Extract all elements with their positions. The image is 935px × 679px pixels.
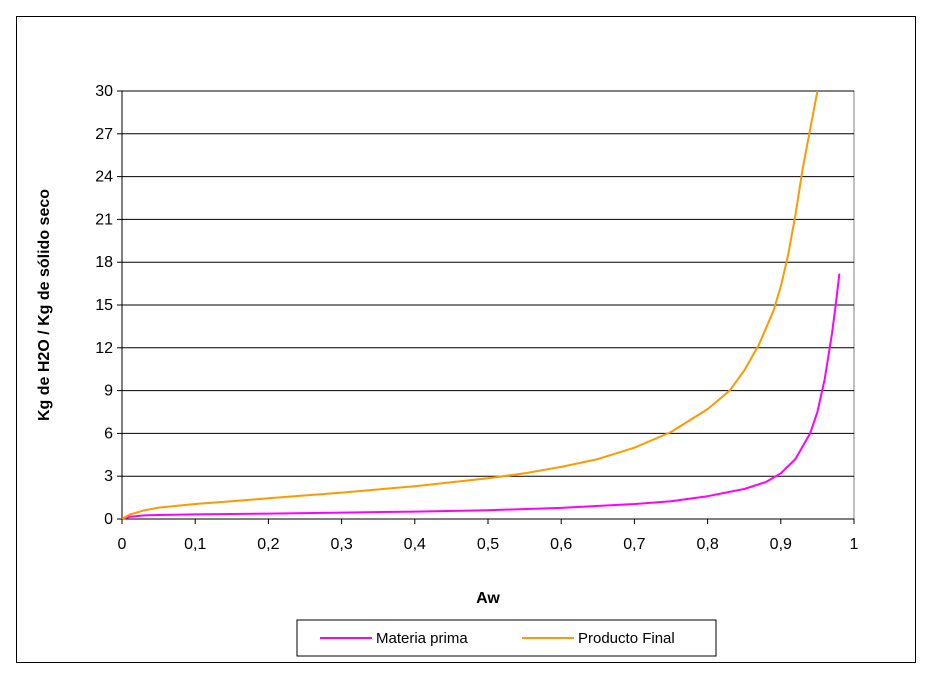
x-tick-label: 0,5 <box>477 536 499 553</box>
y-tick-label: 21 <box>95 211 113 228</box>
x-tick-label: 0,7 <box>623 536 645 553</box>
y-tick-label: 9 <box>104 383 113 400</box>
line-chart: 0 3 6 9 12 15 18 21 24 27 30 0 0,1 0,2 0,3 0,4 0,5 0,6 0,7… <box>36 83 859 657</box>
x-tick-label: 0 <box>118 536 127 553</box>
x-tick-label: 0,6 <box>550 536 572 553</box>
x-axis-title: Aw <box>476 590 500 607</box>
x-tick-label: 1 <box>850 536 859 553</box>
y-tick-label: 12 <box>95 340 113 357</box>
legend-label: Materia prima <box>376 630 468 647</box>
y-tick-label: 30 <box>95 83 113 100</box>
y-tick-label: 6 <box>104 425 113 442</box>
x-tick-label: 0,9 <box>770 536 792 553</box>
x-tick-label: 0,2 <box>257 536 279 553</box>
series-line-producto-final <box>121 90 819 520</box>
series-line-materia-prima <box>121 273 841 520</box>
legend-label: Producto Final <box>578 630 675 647</box>
chart-frame: 0 3 6 9 12 15 18 21 24 27 30 0 0,1 0,2 0,3 0,4 0,5 0,6 0,7… <box>16 16 916 663</box>
y-tick-label: 27 <box>95 126 113 143</box>
y-tick-label: 18 <box>95 254 113 271</box>
x-tick-label: 0,3 <box>330 536 352 553</box>
y-tick-label: 0 <box>104 511 113 528</box>
legend: Materia prima Producto Final <box>296 619 717 657</box>
y-tick-label: 24 <box>95 169 113 186</box>
y-tick-label: 3 <box>104 468 113 485</box>
x-tick-label: 0,4 <box>404 536 426 553</box>
x-tick-label: 0,1 <box>184 536 206 553</box>
x-tick-label: 0,8 <box>696 536 718 553</box>
y-tick-label: 15 <box>95 297 113 314</box>
y-axis-title: Kg de H2O / Kg de sólido seco <box>36 189 53 421</box>
